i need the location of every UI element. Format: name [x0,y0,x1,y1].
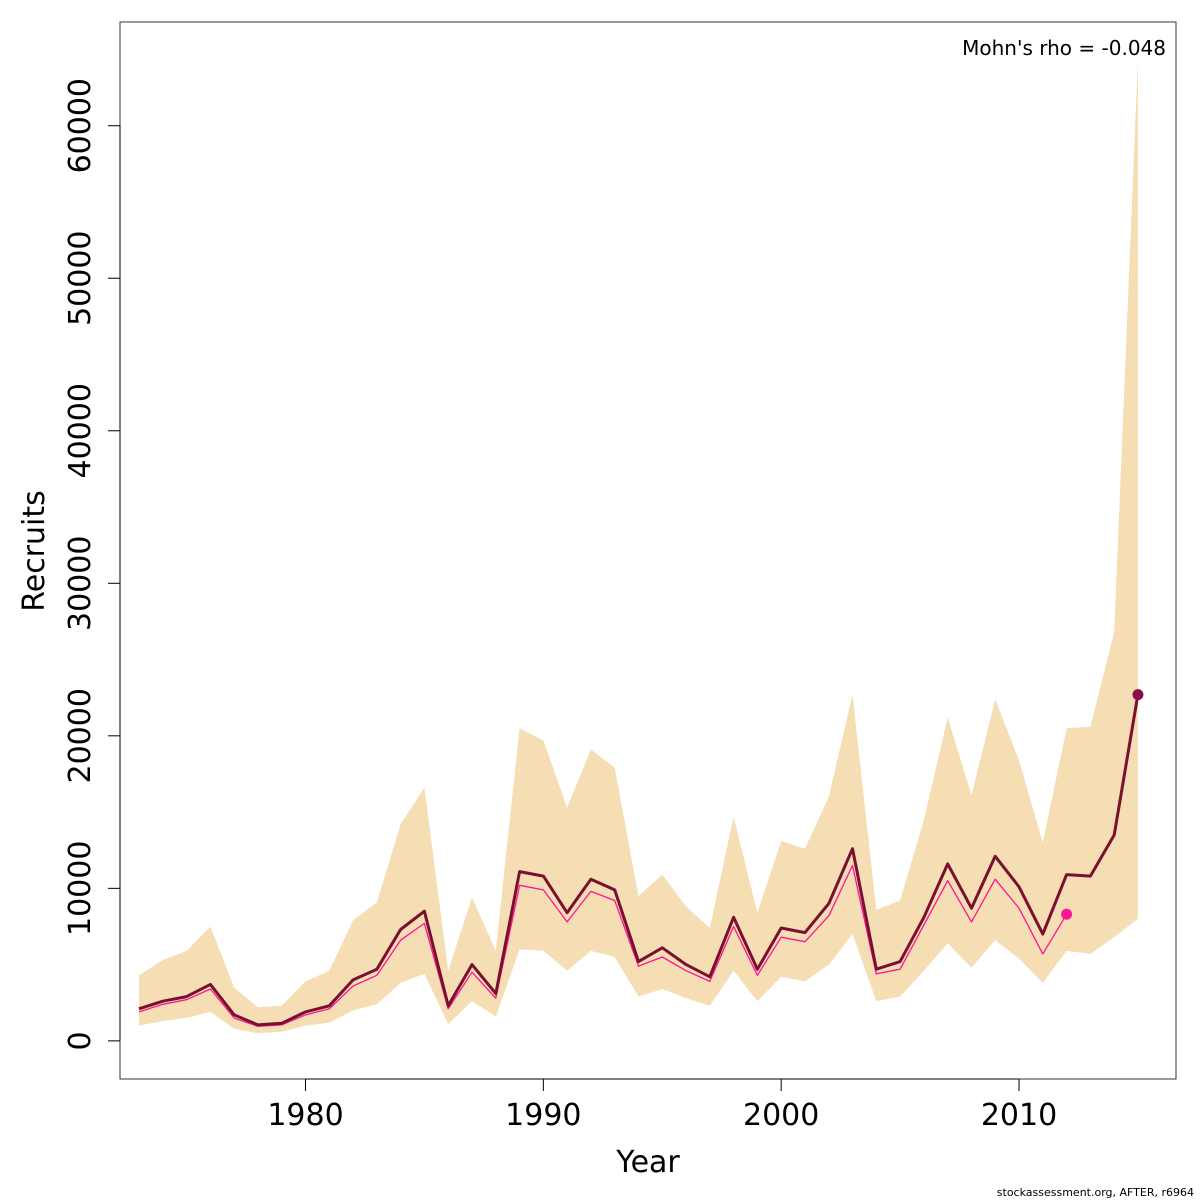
x-tick-label-1980: 1980 [267,1098,343,1133]
main-series-end-point [1132,689,1144,701]
x-axis: 1980 1990 2000 2010 [267,1078,1057,1133]
y-tick-label-50000: 50000 [63,230,98,325]
mohns-rho-annotation: Mohn's rho = -0.048 [962,36,1166,60]
y-tick-label-20000: 20000 [63,688,98,783]
x-tick-label-2000: 2000 [743,1098,819,1133]
y-tick-label-0: 0 [63,1031,98,1050]
end-point-layer [1061,689,1144,920]
retro-series-line [138,864,1068,1028]
y-tick-label-10000: 10000 [63,841,98,936]
confidence-band [139,60,1138,1034]
series-layer [138,694,1140,1028]
y-tick-label-30000: 30000 [63,536,98,631]
confidence-band-layer [139,60,1138,1034]
retro-series-end-point [1061,908,1073,920]
x-axis-label: Year [615,1145,680,1180]
y-tick-label-40000: 40000 [63,383,98,478]
footer-credit: stockassessment.org, AFTER, r6964 [997,1186,1194,1199]
y-axis-label: Recruits [17,490,52,612]
x-tick-label-1990: 1990 [505,1098,581,1133]
y-tick-label-60000: 60000 [63,78,98,173]
y-axis: 0 10000 20000 30000 40000 50000 60000 [63,78,121,1050]
x-tick-label-2010: 2010 [981,1098,1057,1133]
main-series-line [138,694,1140,1027]
